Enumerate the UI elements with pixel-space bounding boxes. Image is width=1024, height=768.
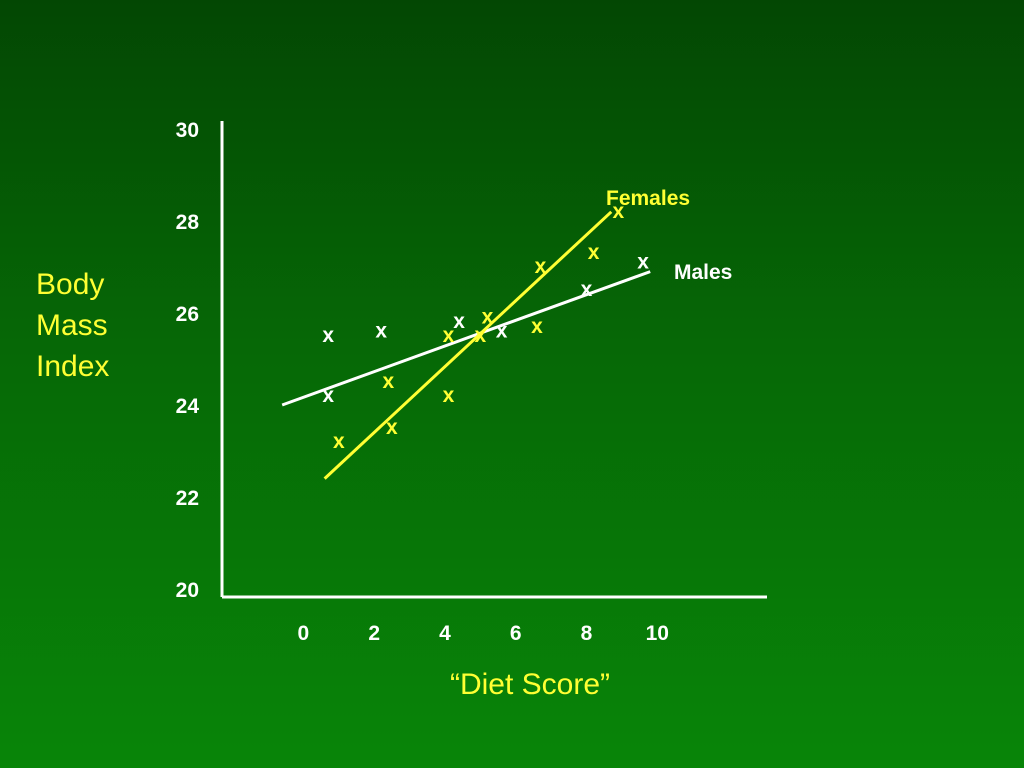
y-tick-label: 28 xyxy=(176,211,200,234)
males-data-point: x xyxy=(637,250,649,273)
x-tick-label: 0 xyxy=(298,622,310,645)
females-data-point: x xyxy=(382,370,394,393)
x-tick-label: 10 xyxy=(646,622,669,645)
x-tick-label: 2 xyxy=(368,622,380,645)
y-axis-label: Body Mass Index xyxy=(36,264,109,387)
males-data-point: x xyxy=(322,384,334,407)
females-data-point: x xyxy=(482,306,494,329)
females-data-point: x xyxy=(443,384,455,407)
y-tick-label: 26 xyxy=(176,303,199,326)
x-tick-label: 8 xyxy=(581,622,593,645)
x-tick-label: 6 xyxy=(510,622,522,645)
females-data-point: x xyxy=(443,324,455,347)
y-axis-label-line: Body xyxy=(36,268,105,301)
females-data-point: x xyxy=(475,324,487,347)
y-tick-label: 24 xyxy=(176,395,200,418)
x-tick-labels: 0 2 4 6 8 10 xyxy=(298,622,669,645)
females-data-point: x xyxy=(531,315,543,338)
males-fit-line xyxy=(281,270,651,407)
y-tick-labels: 20 22 24 26 28 30 xyxy=(176,119,200,602)
females-data-point: x xyxy=(333,430,345,453)
males-data-point: x xyxy=(581,278,593,301)
males-data-point: x xyxy=(453,310,465,333)
males-data-point: x xyxy=(496,319,508,342)
y-tick-label: 20 xyxy=(176,579,199,602)
females-data-point: x xyxy=(386,416,398,439)
females-fit-line xyxy=(323,210,613,480)
y-tick-label: 22 xyxy=(176,487,199,510)
legend-males: Males xyxy=(674,261,732,284)
x-tick-label: 4 xyxy=(439,622,451,645)
fit-lines xyxy=(281,210,651,480)
females-data-point: x xyxy=(613,200,625,223)
males-data-point: x xyxy=(322,324,334,347)
y-tick-label: 30 xyxy=(176,119,199,142)
legend-females: Females xyxy=(606,187,690,210)
y-axis-label-line: Index xyxy=(36,350,110,383)
x-axis-label: “Diet Score” xyxy=(449,668,611,701)
females-data-point: x xyxy=(588,241,600,264)
males-data-point: x xyxy=(375,319,387,342)
y-axis-label-line: Mass xyxy=(36,309,108,342)
females-data-point: x xyxy=(535,255,547,278)
